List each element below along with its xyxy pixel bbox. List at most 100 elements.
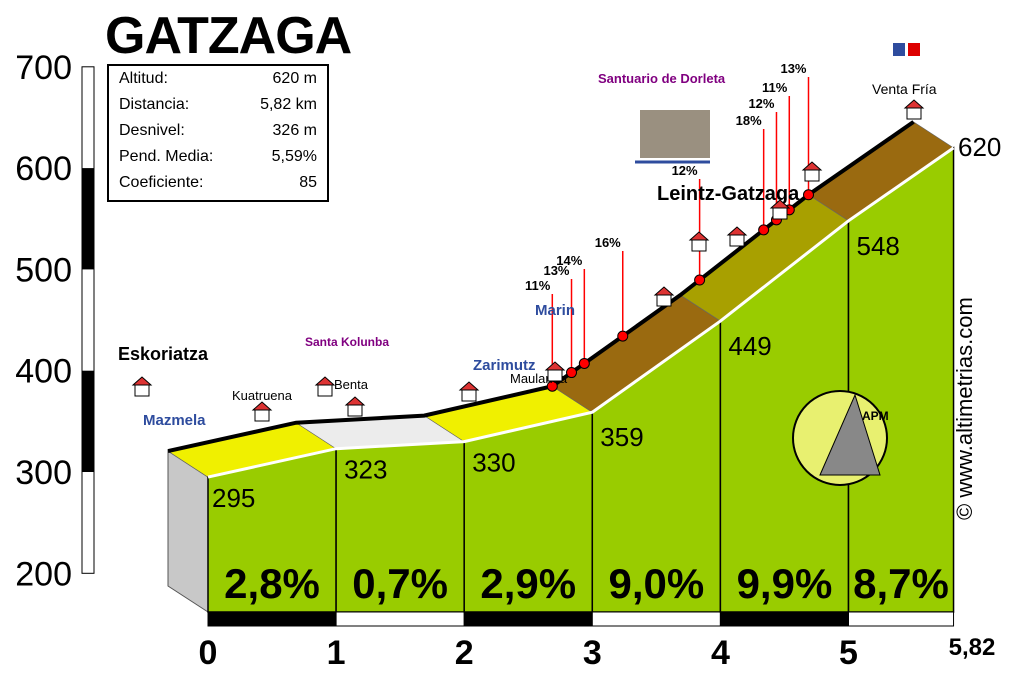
info-value: 326 m: [272, 122, 317, 139]
max-gradient-label: 11%: [762, 80, 788, 95]
church-photo: [640, 110, 710, 158]
chart-title: GATZAGA: [105, 7, 352, 65]
info-label: Desnivel:: [119, 122, 185, 139]
gradient-marker-dot: [578, 357, 590, 369]
place-label: Eskoriatza: [118, 344, 209, 364]
altitude-label: 548: [857, 231, 900, 261]
max-gradient-label: 12%: [672, 163, 698, 178]
place-label: Mazmela: [143, 412, 206, 429]
info-value: 85: [299, 174, 317, 191]
altitude-label: 295: [212, 483, 255, 513]
info-label: Distancia:: [119, 96, 190, 113]
credit: © www.altimetrias.com: [952, 297, 977, 520]
segment-gradient-label: 0,7%: [352, 560, 448, 607]
house-roof-icon: [688, 231, 710, 241]
altitude-scale-block: [82, 168, 94, 270]
house-roof-icon: [314, 376, 336, 386]
house-roof-icon: [458, 381, 480, 391]
house-icon: [317, 384, 333, 397]
gradient-marker-dot: [617, 330, 629, 342]
info-label: Pend. Media:: [119, 148, 214, 165]
house-icon: [347, 404, 363, 417]
parking-icon: [893, 43, 905, 56]
km-scale-segment: [207, 611, 337, 627]
house-roof-icon: [544, 361, 566, 371]
altitude-label: 449: [728, 331, 771, 361]
house-icon: [691, 239, 707, 252]
gradient-marker-dot: [758, 224, 770, 236]
segment-gradient-label: 8,7%: [853, 560, 949, 607]
altitude-label: 330: [472, 448, 515, 478]
altitude-label: 359: [600, 422, 643, 452]
house-icon: [254, 409, 270, 422]
max-gradient-label: 14%: [556, 253, 582, 268]
altitude-label: 323: [344, 455, 387, 485]
place-label: Santuario de Dorleta: [598, 71, 726, 86]
max-gradient-label: 13%: [780, 61, 806, 76]
house-roof-icon: [801, 161, 823, 171]
info-row-distancia: Distancia: 5,82 km: [109, 92, 327, 118]
house-roof-icon: [344, 396, 366, 406]
altitude-scale-bar: [81, 66, 95, 574]
place-label: Zarimutz: [473, 357, 536, 374]
km-scale-segment: [719, 611, 850, 627]
y-tick-label: 500: [15, 251, 72, 289]
y-tick-label: 700: [15, 49, 72, 87]
front-face-segment: [847, 146, 955, 613]
max-gradient-label: 12%: [748, 96, 774, 111]
house-icon: [134, 384, 150, 397]
altitude-scale-block: [82, 370, 94, 472]
km-scale-segment: [591, 611, 721, 627]
place-label: Leintz-Gatzaga: [657, 183, 800, 205]
info-row-pendiente: Pend. Media: 5,59%: [109, 144, 327, 170]
max-gradient-label: 13%: [543, 263, 569, 278]
front-edge-line: [207, 146, 955, 479]
y-tick-label: 600: [15, 150, 72, 188]
y-tick-label: 200: [15, 555, 72, 593]
gradient-marker-dot: [803, 189, 814, 201]
y-tick-label: 300: [15, 454, 72, 492]
info-label: Coeficiente:: [119, 174, 204, 191]
x-tick-label: 0: [199, 634, 218, 672]
km-scale-segment: [335, 611, 465, 627]
x-tick-label: 4: [711, 634, 730, 672]
house-roof-icon: [251, 401, 273, 411]
gradient-marker-dot: [566, 367, 578, 379]
restaurant-icon: [908, 43, 920, 56]
house-icon: [656, 294, 672, 307]
max-gradient-label: 16%: [595, 235, 621, 250]
info-value: 5,82 km: [260, 96, 317, 113]
info-value: 620 m: [272, 70, 317, 87]
house-icon: [772, 207, 788, 220]
y-tick-label: 400: [15, 353, 72, 391]
side-face: [167, 450, 209, 613]
segment-gradient-label: 9,9%: [737, 560, 833, 607]
gradient-marker-dot: [694, 274, 706, 286]
logo-text: APM: [862, 409, 889, 423]
x-tick-label: 2: [455, 634, 474, 672]
info-row-desnivel: Desnivel: 326 m: [109, 118, 327, 144]
x-tick-label: 5: [839, 634, 858, 672]
place-label: Santa Kolunba: [305, 335, 389, 349]
info-label: Altitud:: [119, 70, 168, 87]
place-label: Marin: [535, 302, 575, 319]
max-gradient-label: 18%: [736, 113, 762, 128]
km-scale-segment: [848, 611, 955, 627]
house-icon: [461, 389, 477, 402]
km-scale-segment: [463, 611, 593, 627]
segment-gradient-label: 2,8%: [224, 560, 320, 607]
house-icon: [906, 107, 922, 120]
house-roof-icon: [726, 226, 748, 236]
house-icon: [804, 169, 820, 182]
house-roof-icon: [903, 99, 925, 109]
max-gradient-label: 11%: [525, 278, 551, 293]
house-roof-icon: [131, 376, 153, 386]
info-value: 5,59%: [271, 148, 317, 165]
house-icon: [729, 234, 745, 247]
house-roof-icon: [769, 199, 791, 209]
info-row-coeficiente: Coeficiente: 85: [109, 170, 327, 196]
place-label: Venta Fría: [872, 81, 937, 97]
x-tick-label: 5,82: [949, 634, 996, 661]
mountain-icon: [819, 393, 881, 476]
